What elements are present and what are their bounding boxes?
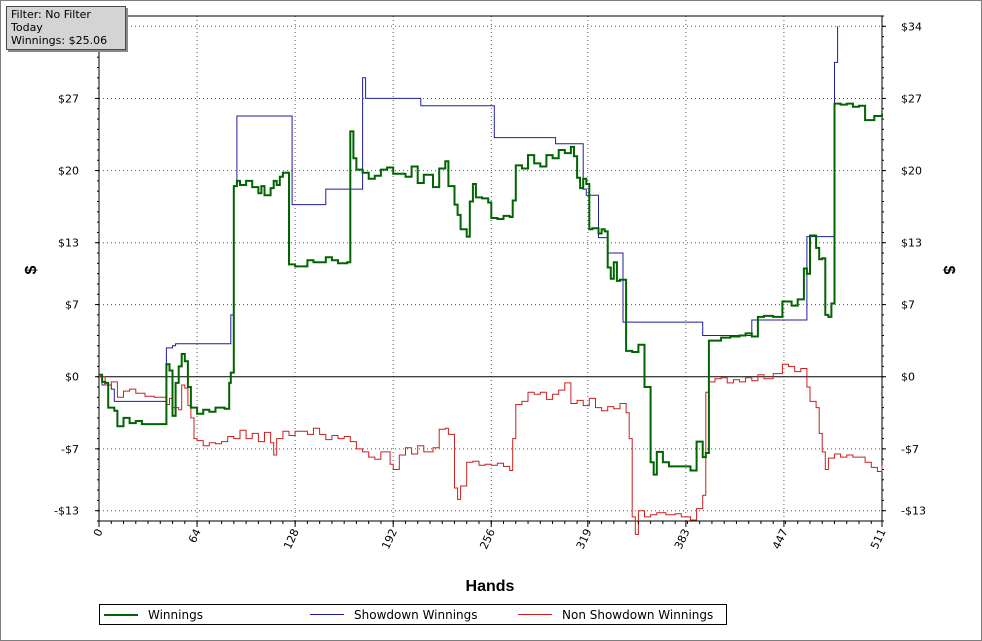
y-tick-label-left: $20 xyxy=(58,165,79,178)
plot-area-border xyxy=(98,15,883,522)
x-tick-label: 128 xyxy=(281,527,302,552)
x-tick-label: 256 xyxy=(477,527,498,552)
x-tick-label: 192 xyxy=(379,527,400,552)
axis-ticks xyxy=(95,15,886,527)
y-tick-label-right: -$7 xyxy=(901,443,919,456)
y-tick-label-right: $13 xyxy=(901,237,922,250)
legend-swatch-showdown xyxy=(310,614,344,615)
axis-tick-labels: $34$34$27$27$20$20$13$13$7$7$0$0-$7-$7-$… xyxy=(54,20,926,551)
x-tick-label: 447 xyxy=(770,527,791,552)
legend: Winnings Showdown Winnings Non Showdown … xyxy=(99,604,727,625)
y-axis-label-right: $ xyxy=(940,266,957,275)
y-tick-label-left: $0 xyxy=(65,371,79,384)
grid-lines xyxy=(99,16,882,521)
y-axis-label-left: $ xyxy=(23,265,40,274)
x-tick-label: 64 xyxy=(186,527,204,545)
y-tick-label-left: -$13 xyxy=(54,505,79,518)
y-tick-label-right: $7 xyxy=(901,299,915,312)
legend-label-showdown: Showdown Winnings xyxy=(354,607,478,622)
x-axis-label: Hands xyxy=(466,578,515,595)
y-tick-label-right: -$13 xyxy=(901,505,926,518)
legend-label-winnings: Winnings xyxy=(148,607,203,622)
y-tick-label-right: $20 xyxy=(901,165,922,178)
legend-item-showdown: Showdown Winnings xyxy=(310,605,478,624)
y-tick-label-left: -$7 xyxy=(61,443,79,456)
series-winnings xyxy=(99,102,883,476)
series-layer xyxy=(99,26,883,535)
y-tick-label-left: $27 xyxy=(58,92,79,105)
y-tick-label-right: $27 xyxy=(901,92,922,105)
filter-text: Filter: No Filter xyxy=(11,8,91,21)
y-tick-label-right: $34 xyxy=(901,20,922,33)
legend-swatch-winnings xyxy=(104,613,138,616)
series-non-showdown-winnings xyxy=(99,363,883,535)
legend-item-non-showdown: Non Showdown Winnings xyxy=(518,605,713,624)
legend-swatch-non-showdown xyxy=(518,614,552,615)
y-tick-label-left: $13 xyxy=(58,237,79,250)
legend-item-winnings: Winnings xyxy=(104,605,203,624)
period-text: Today xyxy=(11,21,43,34)
x-tick-label: 319 xyxy=(574,527,595,552)
y-tick-label-right: $0 xyxy=(901,371,915,384)
y-tick-label-left: $7 xyxy=(65,299,79,312)
x-tick-label: 511 xyxy=(868,527,889,552)
winnings-text: Winnings: $25.06 xyxy=(11,34,108,47)
legend-label-non-showdown: Non Showdown Winnings xyxy=(562,607,714,622)
series-showdown-winnings xyxy=(99,26,839,402)
info-box: Filter: No Filter Today Winnings: $25.06 xyxy=(6,6,126,50)
x-tick-label: 383 xyxy=(672,527,693,552)
x-tick-label: 0 xyxy=(91,527,106,539)
